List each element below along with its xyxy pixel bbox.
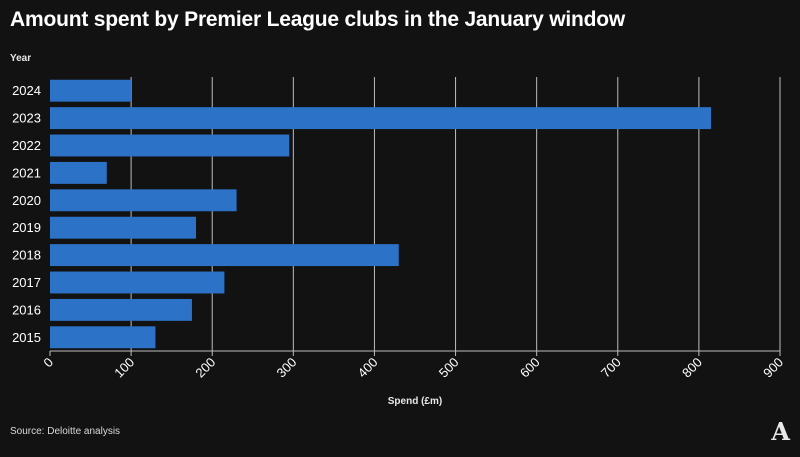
category-label: 2022 (12, 138, 41, 153)
publisher-logo: A (771, 417, 790, 446)
x-tick-label: 0 (40, 355, 56, 371)
x-tick-label: 400 (355, 355, 381, 381)
bar-2021 (50, 161, 107, 184)
bar-2020 (50, 189, 237, 212)
x-tick-label: 500 (436, 355, 462, 381)
bar-2024 (50, 79, 132, 102)
bar-2016 (50, 298, 192, 321)
category-label: 2018 (12, 248, 41, 263)
category-label: 2021 (12, 165, 41, 180)
source-note: Source: Deloitte analysis (10, 426, 121, 437)
bar-2017 (50, 271, 225, 294)
category-label: 2020 (12, 193, 41, 208)
x-tick-label: 100 (111, 355, 137, 381)
x-tick-label: 600 (517, 355, 543, 381)
bar-2019 (50, 216, 196, 239)
x-tick-label: 900 (760, 355, 786, 381)
bar-2018 (50, 244, 399, 267)
category-label: 2016 (12, 302, 41, 317)
bar-2022 (50, 134, 290, 157)
bar-2015 (50, 326, 156, 349)
x-tick-label: 300 (274, 355, 300, 381)
chart-title: Amount spent by Premier League clubs in … (10, 8, 626, 31)
category-label: 2019 (12, 220, 41, 235)
category-label: 2024 (12, 83, 41, 98)
y-axis-label: Year (10, 53, 32, 64)
x-tick-label: 200 (192, 355, 218, 381)
x-axis-title: Spend (£m) (388, 396, 442, 407)
x-tick-label: 700 (598, 355, 624, 381)
category-label: 2023 (12, 111, 41, 126)
bar-chart: 2024 2023 2022 2021 2020 2019 2018 2017 2016 2015… (12, 77, 786, 407)
category-label: 2015 (12, 330, 41, 345)
bar-2023 (50, 107, 712, 130)
category-label: 2017 (12, 275, 41, 290)
x-tick-label: 800 (679, 355, 705, 381)
